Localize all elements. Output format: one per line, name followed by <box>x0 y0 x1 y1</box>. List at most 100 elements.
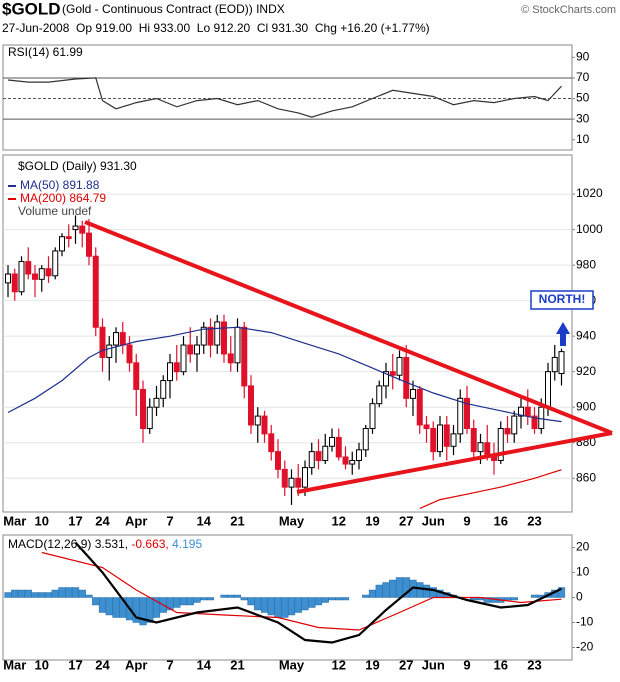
candle-body <box>369 403 376 430</box>
x-tick-label: 7 <box>166 657 173 672</box>
candle-body <box>491 456 497 461</box>
candle-body <box>538 406 545 430</box>
candle-body <box>551 356 558 373</box>
candle-body <box>524 406 531 417</box>
series-line <box>7 77 562 118</box>
histogram-bar <box>17 589 26 598</box>
candle-body <box>437 424 443 453</box>
histogram-bar <box>314 597 323 606</box>
x-tick-label: 24 <box>95 513 110 528</box>
candle-body <box>403 356 410 399</box>
candle-body <box>234 326 241 364</box>
candle-body <box>140 388 146 430</box>
legend: $GOLD (Daily) 931.30 <box>18 159 137 173</box>
candle-body <box>288 477 295 488</box>
candle-body <box>167 362 173 382</box>
x-tick-label: Mar <box>3 657 26 672</box>
candle-body <box>173 362 180 373</box>
x-tick-label: 21 <box>230 513 244 528</box>
histogram-bar <box>186 597 194 606</box>
candle-body <box>18 261 25 293</box>
candle-body <box>504 428 511 435</box>
x-tick-label: Apr <box>125 513 147 528</box>
x-tick-label: 9 <box>463 513 470 528</box>
annotation-box <box>530 290 594 310</box>
histogram-bar <box>281 597 289 618</box>
x-tick-label: 14 <box>197 513 212 528</box>
histogram-bar <box>328 597 336 601</box>
candle-body <box>396 356 403 376</box>
candle-body <box>86 232 92 257</box>
legend: Volume undef <box>18 204 92 218</box>
x-tick-label: Jun <box>422 657 445 672</box>
histogram-bar <box>220 594 228 598</box>
histogram-bar <box>510 597 518 601</box>
histogram-bar <box>375 584 383 598</box>
y-tick-label: 860 <box>576 470 596 484</box>
candle-body <box>261 415 268 435</box>
histogram-bar <box>368 589 377 598</box>
arrow <box>556 322 570 346</box>
y-tick-label: 30 <box>576 111 590 125</box>
series-line <box>7 326 562 423</box>
candle-body <box>558 351 565 374</box>
candle-body <box>133 362 140 390</box>
histogram-bar <box>335 597 343 601</box>
series-line <box>41 551 562 631</box>
trendline <box>296 431 613 494</box>
histogram-bar <box>233 594 242 598</box>
candle-body <box>349 459 356 465</box>
x-tick-label: 24 <box>95 657 110 672</box>
legend-item: -0.663, <box>131 537 172 551</box>
candle-body <box>72 225 79 231</box>
candle-body <box>477 442 484 453</box>
candle-body <box>430 428 437 453</box>
histogram-bar <box>92 597 100 606</box>
histogram-bar <box>146 597 154 623</box>
histogram-bar <box>4 592 12 598</box>
x-tick-label: 16 <box>494 657 508 672</box>
y-tick-label: -10 <box>576 615 594 629</box>
histogram-bar <box>287 597 296 616</box>
legend-item: 3.531, <box>95 537 132 551</box>
candle-body <box>25 261 32 275</box>
histogram-bar <box>240 597 248 601</box>
histogram-bar <box>260 597 269 613</box>
candle-body <box>59 236 65 252</box>
candle-body <box>207 326 214 346</box>
histogram-bar <box>254 597 262 611</box>
candle-body <box>470 428 477 453</box>
candle-body <box>268 433 275 453</box>
candle-body <box>160 380 167 399</box>
histogram-bar <box>51 589 59 598</box>
x-tick-label: 27 <box>399 657 413 672</box>
symbol: $GOLD <box>2 0 61 18</box>
histogram-bar <box>193 597 201 603</box>
candle-body <box>65 236 72 239</box>
candle-body <box>450 433 457 447</box>
histogram-bar <box>65 587 73 598</box>
histogram-bar <box>58 587 66 598</box>
legend: MA(200) 864.79 <box>20 191 106 205</box>
candle-body <box>106 344 113 358</box>
histogram-bar <box>389 579 397 598</box>
histogram-bar <box>416 582 424 598</box>
source: © StockCharts.com <box>521 4 616 16</box>
candle-body <box>92 255 99 328</box>
candle-body <box>38 268 45 280</box>
histogram-bar <box>267 597 275 616</box>
candle-body <box>315 451 322 461</box>
candle-body <box>362 428 369 451</box>
candle-body <box>302 467 308 488</box>
y-tick-label: -20 <box>576 640 594 654</box>
x-tick-label: 12 <box>332 657 346 672</box>
candle-body <box>221 321 227 355</box>
histogram-bar <box>341 597 350 601</box>
candle-body <box>356 449 362 461</box>
candle-body <box>119 332 126 346</box>
candle-body <box>241 326 248 387</box>
panel-frame <box>2 44 573 151</box>
histogram-bar <box>227 594 235 598</box>
candle-body <box>200 326 207 346</box>
